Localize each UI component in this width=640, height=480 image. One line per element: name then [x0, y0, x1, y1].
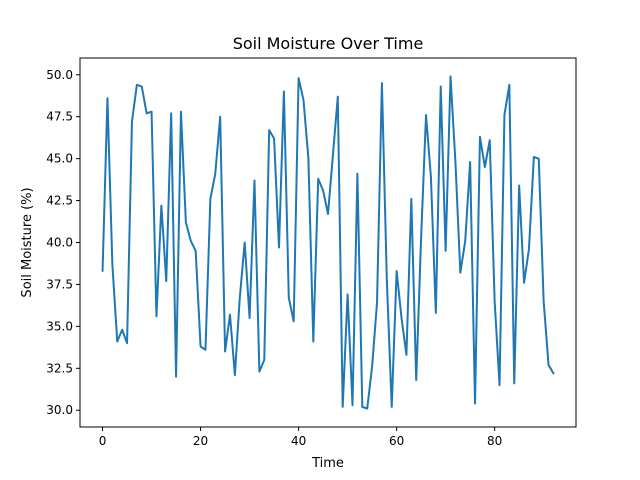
y-tick-label: 30.0 — [46, 403, 73, 417]
x-axis: 0 20 40 60 80 — [99, 427, 502, 448]
x-tick-label: 40 — [291, 434, 306, 448]
x-tick-label: 0 — [99, 434, 107, 448]
y-tick-label: 47.5 — [46, 110, 73, 124]
y-tick-label: 50.0 — [46, 68, 73, 82]
y-axis-label: Soil Moisture (%) — [20, 187, 35, 297]
y-tick-label: 42.5 — [46, 194, 73, 208]
x-axis-label: Time — [311, 456, 344, 471]
y-tick-label: 35.0 — [46, 319, 73, 333]
plot-frame — [79, 57, 577, 428]
y-tick-label: 40.0 — [46, 236, 73, 250]
y-tick-label: 32.5 — [46, 361, 73, 375]
y-tick-label: 37.5 — [46, 277, 73, 291]
x-tick-label: 20 — [193, 434, 208, 448]
series-line — [101, 75, 555, 410]
y-tick-label: 45.0 — [46, 152, 73, 166]
chart-title: Soil Moisture Over Time — [233, 34, 424, 53]
y-axis: 30.0 32.5 35.0 37.5 40.0 42.5 45.0 47.5 50.0 — [46, 68, 80, 417]
series-layer — [101, 75, 555, 410]
x-tick-label: 80 — [487, 434, 502, 448]
x-tick-label: 60 — [389, 434, 404, 448]
